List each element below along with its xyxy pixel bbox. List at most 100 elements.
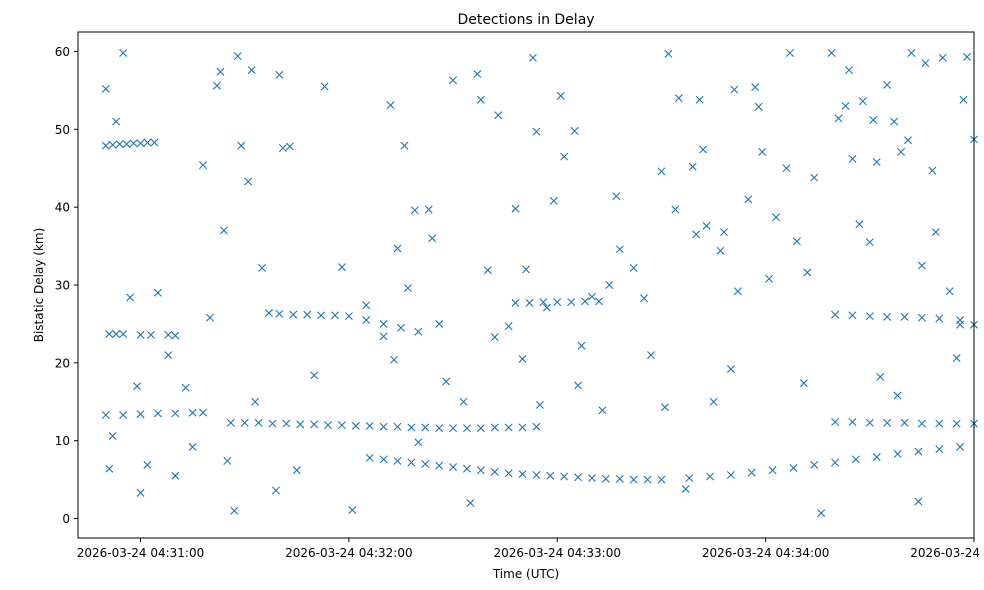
data-point — [466, 498, 475, 507]
data-point — [518, 423, 527, 432]
data-point — [136, 139, 145, 148]
data-point — [275, 309, 284, 318]
data-point — [462, 464, 471, 473]
data-point — [223, 456, 232, 465]
x-tick-label: 2026-03-24 04:33:00 — [494, 546, 621, 560]
data-point — [768, 466, 777, 475]
data-point — [657, 475, 666, 484]
data-point — [518, 354, 527, 363]
data-point — [782, 164, 791, 173]
data-point — [709, 397, 718, 406]
data-point — [567, 298, 576, 307]
data-point — [414, 438, 423, 447]
data-point — [188, 408, 197, 417]
data-point — [449, 424, 458, 433]
data-point — [504, 322, 513, 331]
data-point — [581, 297, 590, 306]
data-point — [956, 442, 965, 451]
data-point — [532, 422, 541, 431]
data-point — [351, 421, 360, 430]
data-point — [844, 66, 853, 75]
data-point — [459, 397, 468, 406]
data-point — [435, 424, 444, 433]
data-point — [716, 246, 725, 255]
data-point — [518, 470, 527, 479]
data-point — [733, 287, 742, 296]
data-point — [449, 76, 458, 85]
data-point — [556, 91, 565, 100]
data-point — [685, 474, 694, 483]
data-point — [331, 311, 339, 320]
data-point — [428, 234, 437, 243]
x-axis: 2026-03-24 04:31:00 2026-03-24 04:32:00 20… — [77, 538, 984, 560]
chart-title: Detections in Delay — [457, 12, 594, 28]
data-point — [952, 354, 961, 363]
data-point — [278, 144, 287, 152]
data-point — [396, 323, 405, 332]
data-point — [143, 138, 152, 147]
data-point — [935, 419, 944, 428]
data-point — [848, 418, 857, 426]
data-point — [275, 70, 284, 79]
data-point — [265, 309, 273, 318]
data-point — [935, 314, 944, 323]
data-point — [615, 474, 624, 483]
data-point — [476, 424, 485, 433]
data-point — [129, 139, 138, 148]
data-point — [883, 312, 892, 321]
data-point — [765, 274, 774, 283]
data-point — [587, 292, 596, 301]
data-point — [549, 196, 558, 205]
data-point — [928, 166, 937, 175]
data-point — [476, 95, 485, 104]
data-point — [719, 228, 728, 237]
data-point — [216, 67, 225, 76]
data-point — [730, 85, 739, 94]
data-point — [473, 70, 482, 79]
data-point — [490, 467, 499, 476]
data-point — [848, 154, 857, 163]
data-point — [629, 263, 638, 272]
data-point — [400, 141, 409, 150]
data-point — [362, 316, 371, 325]
data-point — [546, 471, 555, 480]
data-point — [688, 162, 697, 171]
data-point — [171, 331, 180, 340]
data-point — [171, 471, 180, 480]
data-point — [212, 81, 221, 90]
data-point — [542, 303, 551, 312]
data-point — [348, 505, 357, 514]
data-point — [803, 268, 812, 277]
data-point — [945, 287, 954, 296]
data-point — [758, 147, 767, 156]
data-point — [660, 403, 669, 412]
data-point — [119, 411, 128, 419]
data-point — [539, 298, 548, 307]
data-point — [171, 409, 180, 418]
data-point — [671, 205, 680, 214]
scatter-series — [101, 49, 978, 518]
data-point — [876, 372, 885, 381]
data-point — [785, 49, 794, 58]
data-point — [640, 294, 649, 303]
data-point — [695, 95, 704, 104]
data-point — [136, 488, 145, 497]
y-tick-label: 20 — [55, 356, 70, 370]
y-tick-label: 0 — [62, 512, 70, 526]
data-point — [865, 238, 874, 247]
y-tick-label: 60 — [55, 45, 70, 59]
data-point — [449, 463, 458, 472]
data-point — [535, 400, 544, 409]
data-point — [851, 455, 860, 464]
y-tick-label: 30 — [55, 279, 70, 293]
data-point — [365, 421, 374, 430]
data-point — [959, 95, 968, 104]
data-point — [855, 220, 864, 229]
data-point — [789, 463, 798, 472]
x-tick-label: 2026-03-24 04:34:00 — [702, 546, 829, 560]
data-point — [560, 152, 569, 161]
data-point — [462, 424, 471, 433]
data-point — [407, 423, 416, 432]
